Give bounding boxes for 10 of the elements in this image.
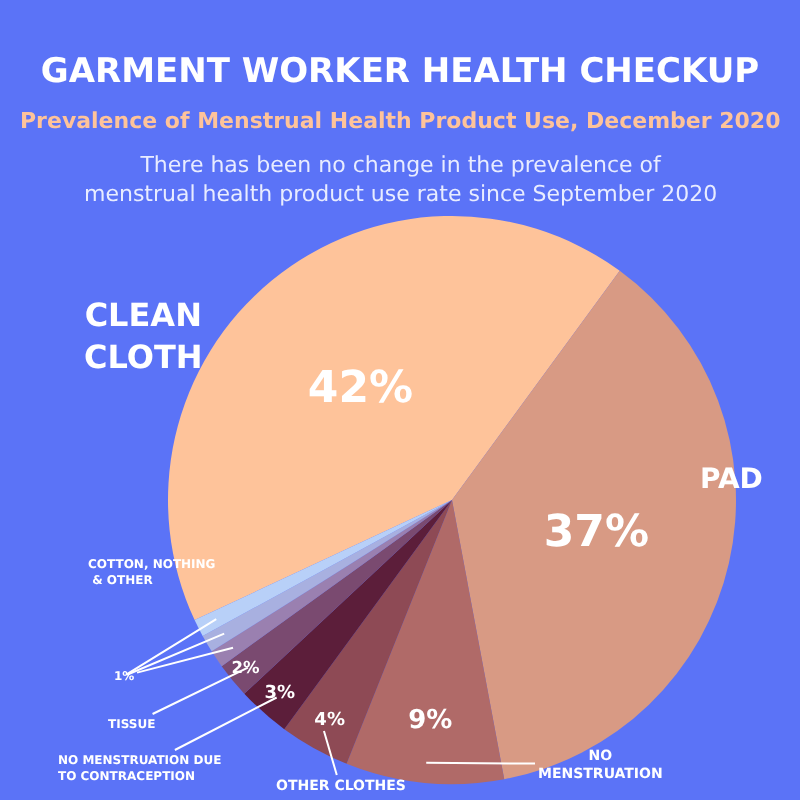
data-label: 2% [231,657,260,678]
data-label: 9% [408,705,453,736]
chart-title: GARMENT WORKER HEALTH CHECKUP [40,51,760,92]
slice-label: CLEAN CLOTH [84,296,203,376]
chart-subtitle: Prevalence of Menstrual Health Product Use, December 2020 [20,108,782,134]
data-label: 42% [307,363,414,414]
data-label: 3% [264,684,295,705]
text: There has been no change in the prevalence of menstrual health product use rate since September 2020 [84,152,718,207]
data-label: 37% [543,507,650,558]
data-label: 4% [314,710,345,731]
